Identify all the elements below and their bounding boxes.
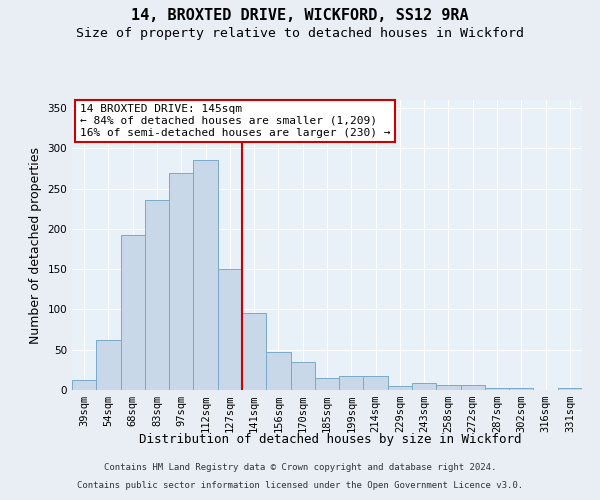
Bar (461, 385, 485, 390)
Bar (558, 388, 582, 390)
Bar (121, 236, 145, 390)
Bar (509, 388, 533, 390)
Bar (72, 380, 96, 390)
Bar (266, 352, 290, 390)
Y-axis label: Number of detached properties: Number of detached properties (29, 146, 42, 344)
Bar (145, 200, 169, 390)
Text: Contains public sector information licensed under the Open Government Licence v3: Contains public sector information licen… (77, 481, 523, 490)
Bar (388, 386, 412, 390)
Bar (169, 172, 193, 390)
Bar (436, 385, 461, 390)
Text: Distribution of detached houses by size in Wickford: Distribution of detached houses by size … (139, 432, 521, 446)
Bar (290, 362, 315, 390)
Bar (315, 378, 339, 390)
Text: 14 BROXTED DRIVE: 145sqm
← 84% of detached houses are smaller (1,209)
16% of sem: 14 BROXTED DRIVE: 145sqm ← 84% of detach… (80, 104, 390, 138)
Text: 14, BROXTED DRIVE, WICKFORD, SS12 9RA: 14, BROXTED DRIVE, WICKFORD, SS12 9RA (131, 8, 469, 22)
Bar (218, 269, 242, 390)
Bar (364, 376, 388, 390)
Bar (485, 388, 509, 390)
Bar (242, 314, 266, 390)
Bar (193, 160, 218, 390)
Text: Contains HM Land Registry data © Crown copyright and database right 2024.: Contains HM Land Registry data © Crown c… (104, 464, 496, 472)
Bar (412, 383, 436, 390)
Bar (339, 376, 364, 390)
Bar (96, 340, 121, 390)
Text: Size of property relative to detached houses in Wickford: Size of property relative to detached ho… (76, 28, 524, 40)
